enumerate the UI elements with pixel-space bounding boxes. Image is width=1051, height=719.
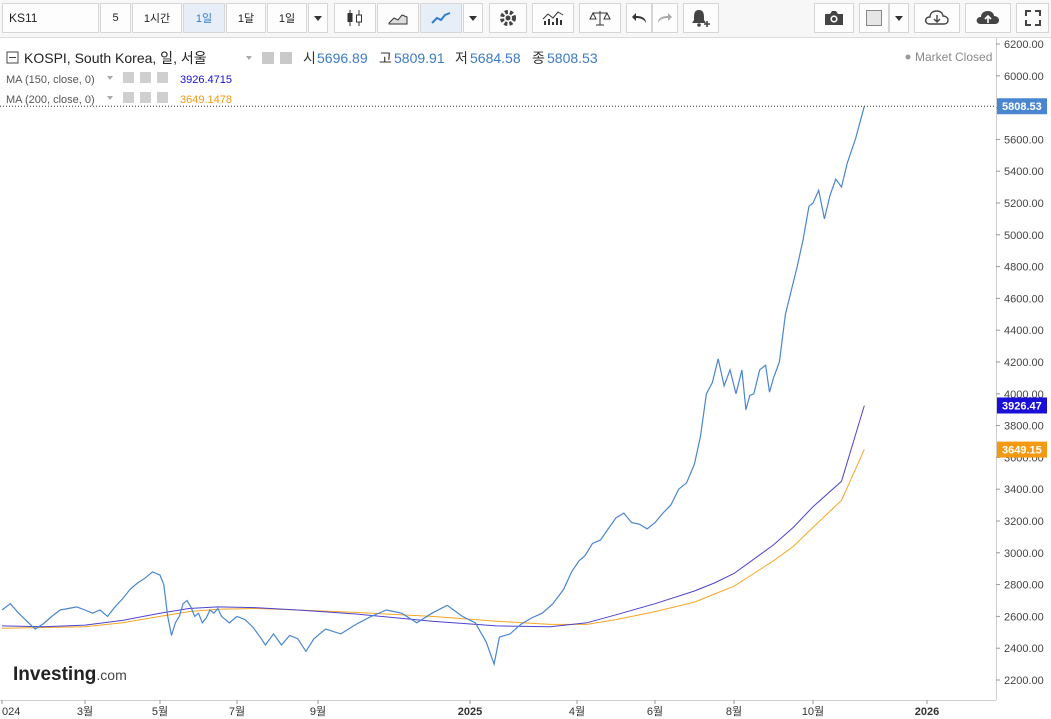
y-tick-label: 2200.00 xyxy=(1004,675,1044,687)
logo-brand: Investing xyxy=(13,664,97,685)
ma200-value: 3649.1478 xyxy=(180,94,232,106)
legend: KOSPI, South Korea, 일, 서울 시 5696.89 고 58… xyxy=(6,50,992,106)
x-tick-label: 6월 xyxy=(647,705,663,718)
cloud-upload-icon[interactable] xyxy=(965,3,1011,33)
ma200-badge-bg xyxy=(997,441,1047,458)
close-label: 종 xyxy=(532,50,545,66)
dropdown-icon[interactable] xyxy=(889,3,909,33)
last-price-badge: 5808.53 xyxy=(1002,101,1042,113)
low-label: 저 xyxy=(455,50,468,66)
eye-icon[interactable] xyxy=(123,72,134,83)
ma200-badge: 3649.15 xyxy=(1002,445,1042,457)
y-tick-label: 2800.00 xyxy=(1004,580,1044,592)
low-value: 5684.58 xyxy=(470,50,521,66)
y-tick-label: 3800.00 xyxy=(1004,421,1044,433)
ma150-badge-bg xyxy=(997,397,1047,414)
x-tick-label: 3월 xyxy=(77,705,93,718)
redo-icon[interactable] xyxy=(652,3,678,33)
y-tick-label: 4600.00 xyxy=(1004,293,1044,305)
y-tick-label: 3200.00 xyxy=(1004,516,1044,528)
gear-icon[interactable] xyxy=(489,3,527,33)
color-swatch-icon[interactable] xyxy=(859,3,889,33)
ma150-value: 3926.4715 xyxy=(180,74,232,86)
y-tick-label: 5200.00 xyxy=(1004,198,1044,210)
x-tick-label: 7월 xyxy=(229,705,245,718)
y-tick-label: 5400.00 xyxy=(1004,166,1044,178)
chevron-down-icon[interactable] xyxy=(107,76,113,80)
market-status: Market Closed xyxy=(915,50,992,64)
eye-icon[interactable] xyxy=(123,92,134,103)
gear-icon[interactable] xyxy=(140,92,151,103)
logo-suffix: .com xyxy=(96,667,127,683)
chart-background xyxy=(0,38,1051,719)
price-line xyxy=(1,106,865,667)
symbol-input[interactable]: KS11 xyxy=(2,3,99,33)
y-tick-label: 5600.00 xyxy=(1004,134,1044,146)
x-tick-label: 2026 xyxy=(915,706,939,718)
interval-1d-button[interactable]: 1일 xyxy=(183,3,225,33)
chevron-down-icon[interactable] xyxy=(107,96,113,100)
series-layer xyxy=(0,105,996,667)
high-label: 고 xyxy=(379,50,392,66)
interval-1m-button[interactable]: 1달 xyxy=(226,3,266,33)
open-label: 시 xyxy=(303,50,316,66)
investing-logo: Investing.com xyxy=(13,664,127,686)
scale-icon[interactable] xyxy=(579,3,621,33)
count-button[interactable]: 5 xyxy=(100,3,131,33)
y-tick-label: 4800.00 xyxy=(1004,262,1044,274)
dropdown-icon[interactable] xyxy=(308,3,328,33)
x-tick-label: 8월 xyxy=(726,705,742,718)
x-tick-label: 2025 xyxy=(458,706,482,718)
ma150-label: MA (150, close, 0) xyxy=(6,74,95,86)
y-tick-label: 6200.00 xyxy=(1004,39,1044,51)
close-icon[interactable] xyxy=(157,72,168,83)
area-chart-icon[interactable] xyxy=(377,3,419,33)
y-tick-label: 2400.00 xyxy=(1004,643,1044,655)
chevron-down-icon[interactable] xyxy=(246,56,252,60)
ma150-badge: 3926.47 xyxy=(1002,400,1042,412)
fullscreen-icon[interactable] xyxy=(1016,3,1049,33)
close-icon[interactable] xyxy=(157,92,168,103)
gear-icon[interactable] xyxy=(140,72,151,83)
camera-icon[interactable] xyxy=(814,3,854,33)
cloud-download-icon[interactable] xyxy=(914,3,960,33)
x-tick-label: 4월 xyxy=(569,705,585,718)
candlestick-icon[interactable] xyxy=(334,3,376,33)
high-value: 5809.91 xyxy=(394,50,445,66)
open-value: 5696.89 xyxy=(317,50,368,66)
eye-icon[interactable] xyxy=(262,52,274,64)
ma200-label: MA (200, close, 0) xyxy=(6,94,95,106)
ma200-line xyxy=(1,449,865,629)
toolbar: KS11 5 1시간 1일 1달 1일 xyxy=(0,0,1051,38)
x-tick-label: 9월 xyxy=(310,705,326,718)
line-chart-icon[interactable] xyxy=(420,3,462,33)
close-value: 5808.53 xyxy=(547,50,598,66)
y-tick-label: 2600.00 xyxy=(1004,611,1044,623)
y-axis: 2200.00 2400.00 2600.00 2800.00 3000.00 3200.… xyxy=(996,38,1044,700)
alert-icon[interactable] xyxy=(683,3,719,33)
x-tick-label: 024 xyxy=(2,706,20,718)
price-badges: 5808.53 3926.47 3649.15 xyxy=(997,98,1047,458)
dropdown-icon[interactable] xyxy=(463,3,483,33)
undo-icon[interactable] xyxy=(626,3,652,33)
y-tick-label: 3000.00 xyxy=(1004,548,1044,560)
y-tick-label: 3400.00 xyxy=(1004,484,1044,496)
ma150-line xyxy=(1,405,865,628)
x-tick-label: 10월 xyxy=(802,705,824,718)
y-tick-label: 4200.00 xyxy=(1004,357,1044,369)
status-dot xyxy=(905,54,911,60)
price-chart[interactable]: 2200.00 2400.00 2600.00 2800.00 3000.00 3200.… xyxy=(0,38,1051,719)
instrument-label: KOSPI, South Korea, 일, 서울 xyxy=(24,50,207,66)
x-tick-label: 5월 xyxy=(152,705,168,718)
x-axis: 024 3월 5월 7월 9월 2025 4월 6월 8월 10월 2026 xyxy=(0,700,996,718)
last-price-badge-bg xyxy=(997,98,1047,115)
interval-1h-button[interactable]: 1시간 xyxy=(132,3,182,33)
y-tick-label: 6000.00 xyxy=(1004,71,1044,83)
gear-icon[interactable] xyxy=(280,52,292,64)
interval-select[interactable]: 1일 xyxy=(267,3,307,33)
y-tick-label: 4400.00 xyxy=(1004,325,1044,337)
indicators-icon[interactable] xyxy=(532,3,574,33)
y-tick-label: 5000.00 xyxy=(1004,230,1044,242)
